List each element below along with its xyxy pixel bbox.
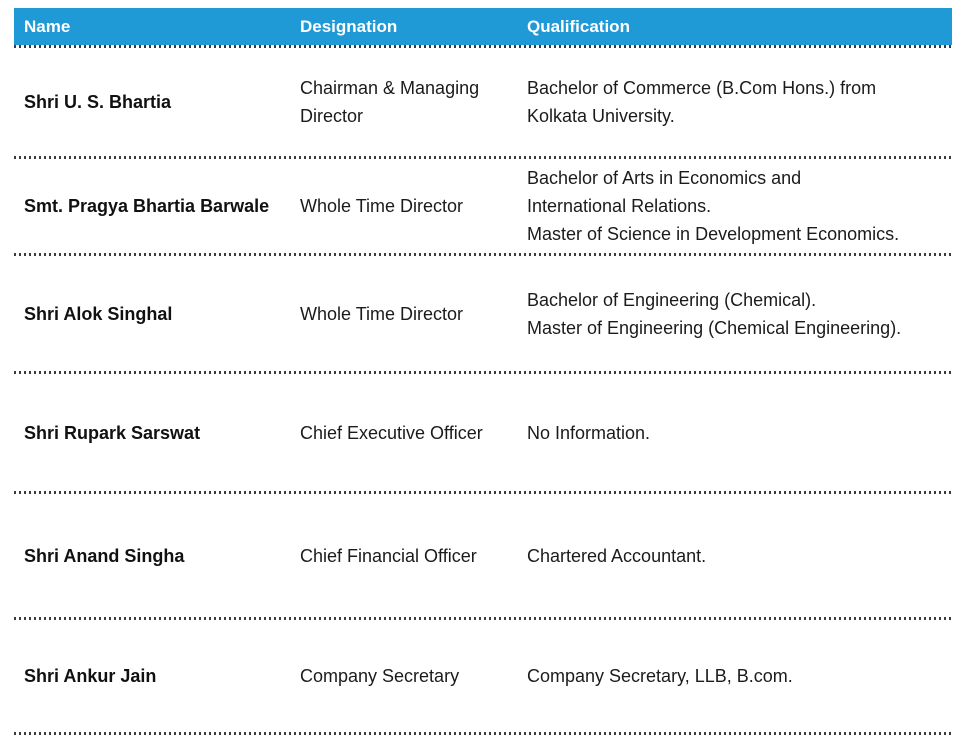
directors-table: Name Designation Qualification Shri U. S… [14,8,952,735]
row-separator [14,371,952,374]
table-row: Shri Rupark Sarswat Chief Executive Offi… [14,374,952,491]
person-qualification: Bachelor of Arts in Economics and Intern… [527,168,900,244]
person-designation: Chairman & Managing Director [300,78,480,126]
person-designation: Whole Time Director [300,196,464,216]
table-header-row: Name Designation Qualification [14,8,952,45]
table-row: Shri Alok Singhal Whole Time Director Ba… [14,256,952,371]
row-separator [14,617,952,620]
person-designation: Chief Executive Officer [300,422,483,443]
person-name: Shri Alok Singhal [24,303,173,324]
person-qualification: No Information. [527,422,651,443]
table-row: Shri U. S. Bhartia Chairman & Managing D… [14,48,952,156]
person-name: Shri Ankur Jain [24,666,157,686]
person-designation: Chief Financial Officer [300,545,477,566]
column-header-designation: Designation [300,16,398,36]
row-separator [14,45,952,48]
column-header-qualification: Qualification [527,16,630,36]
person-name: Shri Rupark Sarswat [24,422,201,443]
person-qualification: Bachelor of Commerce (B.Com Hons.) from … [527,78,877,126]
row-separator [14,253,952,256]
table-row: Smt. Pragya Bhartia Barwale Whole Time D… [14,159,952,253]
person-designation: Whole Time Director [300,303,464,324]
column-header-name: Name [24,16,71,36]
table-row: Shri Ankur Jain Company Secretary Compan… [14,620,952,732]
row-separator [14,732,952,735]
person-qualification: Company Secretary, LLB, B.com. [527,666,793,686]
person-qualification: Bachelor of Engineering (Chemical). Mast… [527,289,902,338]
person-name: Shri U. S. Bhartia [24,92,172,112]
person-qualification: Chartered Accountant. [527,545,707,566]
person-name: Smt. Pragya Bhartia Barwale [24,196,270,216]
row-separator [14,156,952,159]
row-separator [14,491,952,494]
person-name: Shri Anand Singha [24,545,185,566]
table-row: Shri Anand Singha Chief Financial Office… [14,494,952,617]
person-designation: Company Secretary [300,666,460,686]
